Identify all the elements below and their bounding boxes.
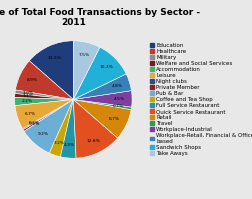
Text: 8.9%: 8.9% xyxy=(26,78,37,82)
Text: 4.5%: 4.5% xyxy=(113,97,124,101)
Wedge shape xyxy=(73,100,117,158)
Wedge shape xyxy=(15,98,73,106)
Text: 2.2%: 2.2% xyxy=(22,99,33,103)
Text: 7.5%: 7.5% xyxy=(78,53,89,57)
Text: 4.3%: 4.3% xyxy=(64,143,75,147)
Text: 0.3%: 0.3% xyxy=(28,121,39,125)
Wedge shape xyxy=(23,100,73,131)
Text: 6.7%: 6.7% xyxy=(24,112,35,116)
Text: 1.0%: 1.0% xyxy=(22,91,33,96)
Wedge shape xyxy=(73,91,132,107)
Text: 8.7%: 8.7% xyxy=(109,117,120,121)
Wedge shape xyxy=(73,100,131,110)
Text: 13.5%: 13.5% xyxy=(47,56,61,60)
Text: Percentage of Total Food Transactions by Sector -
2011: Percentage of Total Food Transactions by… xyxy=(0,8,199,27)
Wedge shape xyxy=(73,47,126,100)
Text: 9.2%: 9.2% xyxy=(38,132,49,136)
Wedge shape xyxy=(15,61,73,100)
Text: 4.8%: 4.8% xyxy=(111,84,122,88)
Wedge shape xyxy=(15,94,73,100)
Text: 1.1%: 1.1% xyxy=(22,94,33,99)
Wedge shape xyxy=(49,100,73,157)
Wedge shape xyxy=(73,41,100,100)
Text: 12.8%: 12.8% xyxy=(86,139,100,143)
Text: 3.2%: 3.2% xyxy=(53,141,64,145)
Wedge shape xyxy=(24,100,73,153)
Wedge shape xyxy=(22,100,73,130)
Wedge shape xyxy=(73,74,131,100)
Text: 0.5%: 0.5% xyxy=(29,122,40,126)
Wedge shape xyxy=(15,90,73,100)
Wedge shape xyxy=(15,100,73,129)
Text: 0.7%: 0.7% xyxy=(113,104,124,108)
Legend: Education, Healthcare, Military, Welfare and Social Services, Accommodation, Lei: Education, Healthcare, Military, Welfare… xyxy=(149,43,252,156)
Wedge shape xyxy=(73,100,131,138)
Text: 10.3%: 10.3% xyxy=(99,65,112,69)
Wedge shape xyxy=(60,100,76,158)
Wedge shape xyxy=(29,41,73,100)
